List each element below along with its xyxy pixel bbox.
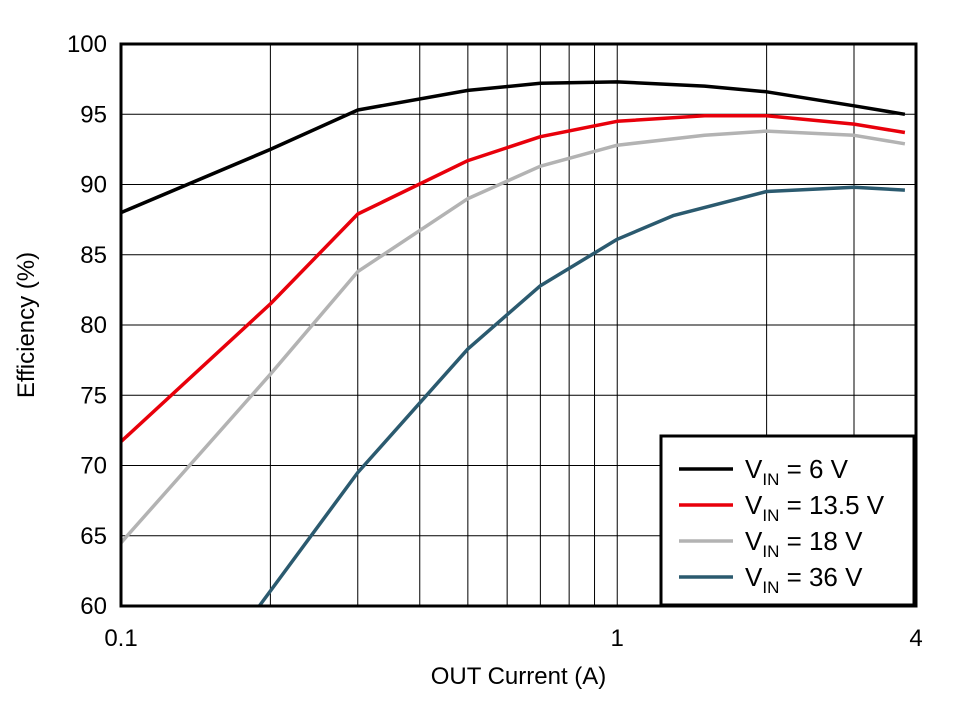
y-tick-label: 90 [80, 172, 107, 199]
plot-frame [119, 42, 918, 608]
y-tick-labels: 60 65 70 75 80 85 90 95 100 [67, 31, 107, 620]
y-tick-label: 95 [80, 101, 107, 128]
y-tick-label: 75 [80, 382, 107, 409]
series-layer [119, 80, 906, 608]
y-tick-label: 80 [80, 312, 107, 339]
y-tick-label: 85 [80, 242, 107, 269]
x-tick-label: 1 [611, 625, 624, 652]
series-line-3 [119, 129, 906, 544]
series-line-4 [257, 185, 905, 608]
legend-entry: VIN = 6 V [745, 454, 849, 489]
series-line-1 [120, 80, 906, 215]
y-axis-title: Efficiency (%) [13, 252, 40, 398]
legend-entry: VIN = 18 V [745, 526, 863, 561]
legend-entry: VIN = 36 V [745, 562, 863, 597]
legend-entry: VIN = 13.5 V [745, 490, 885, 525]
x-tick-label: 4 [909, 625, 922, 652]
y-tick-label: 100 [67, 31, 107, 58]
x-axis-title: OUT Current (A) [431, 663, 607, 690]
x-tick-labels: 0.1 1 4 [104, 625, 922, 652]
x-tick-label: 0.1 [104, 625, 137, 652]
y-tick-label: 60 [80, 593, 107, 620]
series-line-2 [119, 113, 906, 443]
y-tick-label: 70 [80, 453, 107, 480]
y-tick-label: 65 [80, 523, 107, 550]
